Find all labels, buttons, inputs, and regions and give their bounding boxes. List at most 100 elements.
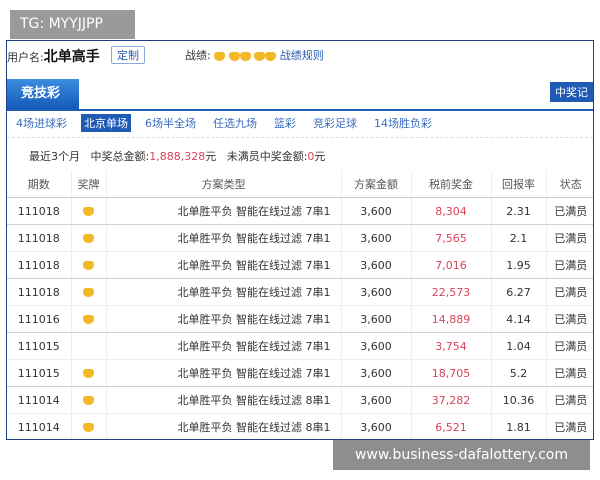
- rules-link[interactable]: 战绩规则: [279, 49, 324, 62]
- record-label: 战绩:: [185, 49, 211, 62]
- return-cell: 1.81: [490, 413, 546, 439]
- prize-cell: 37,282: [410, 386, 491, 414]
- amount-cell: 3,600: [340, 251, 411, 279]
- medal-cell: [70, 359, 106, 387]
- prize-cell: 22,573: [410, 278, 491, 306]
- issue-cell: 111015: [7, 332, 71, 360]
- records-table: 期数 奖牌 方案类型 方案金额 税前奖金 回报率 状态 111018 北单胜平负 智能在线过滤…: [7, 171, 593, 439]
- win-record-button[interactable]: 中奖记: [550, 82, 593, 102]
- issue-cell: 111018: [7, 197, 71, 225]
- medal-icon: [228, 51, 240, 61]
- table-row[interactable]: 111018 北单胜平负 智能在线过滤 7串1 3,600 7,565 2.1 已满员: [7, 224, 593, 252]
- medal-cell: [70, 224, 106, 252]
- lottery-type-5[interactable]: 竞彩足球: [313, 117, 357, 130]
- lottery-type-4[interactable]: 篮彩: [274, 117, 296, 130]
- type-cell: 北单胜平负 智能在线过滤 7串1: [105, 359, 341, 387]
- medal-cell: [70, 251, 106, 279]
- type-cell: 北单胜平负 智能在线过滤 7串1: [105, 251, 341, 279]
- amount-cell: 3,600: [340, 197, 411, 225]
- return-cell: 1.04: [490, 332, 546, 360]
- unfilled-value: 0: [307, 150, 315, 163]
- table-row[interactable]: 111015 北单胜平负 智能在线过滤 7串1 3,600 3,754 1.04 已满员: [7, 332, 593, 360]
- issue-cell: 111018: [7, 278, 71, 306]
- medal-cell: [70, 305, 106, 333]
- return-cell: 5.2: [490, 359, 546, 387]
- column-header[interactable]: 回报率: [490, 171, 546, 198]
- lottery-type-0[interactable]: 4场进球彩: [16, 117, 67, 130]
- medal-icon: [214, 51, 226, 61]
- total-label: 中奖总金额:: [90, 150, 150, 163]
- user-info: 用户名:北单高手: [7, 46, 100, 66]
- tab-sports-lottery[interactable]: 竞技彩: [7, 79, 79, 109]
- table-row[interactable]: 111018 北单胜平负 智能在线过滤 7串1 3,600 8,304 2.31 已满员: [7, 197, 593, 225]
- medal-icon: [83, 396, 94, 405]
- table-row[interactable]: 111018 北单胜平负 智能在线过滤 7串1 3,600 7,016 1.95 已满员: [7, 251, 593, 279]
- prize-cell: 6,521: [410, 413, 491, 439]
- type-cell: 北单胜平负 智能在线过滤 7串1: [105, 224, 341, 252]
- amount-cell: 3,600: [340, 224, 411, 252]
- amount-cell: 3,600: [340, 305, 411, 333]
- medal-icon: [83, 234, 94, 243]
- medal-icon: [83, 261, 94, 270]
- medal-icon: [83, 369, 94, 378]
- column-header[interactable]: 方案金额: [340, 171, 411, 198]
- issue-cell: 111016: [7, 305, 71, 333]
- type-cell: 北单胜平负 智能在线过滤 7串1: [105, 332, 341, 360]
- table-row[interactable]: 111014 北单胜平负 智能在线过滤 8串1 3,600 6,521 1.81 已满员: [7, 413, 593, 439]
- column-header[interactable]: 方案类型: [105, 171, 341, 198]
- medal-cell: [70, 413, 106, 439]
- status-cell: 已满员: [545, 224, 593, 252]
- amount-cell: 3,600: [340, 332, 411, 360]
- lottery-type-3[interactable]: 任选九场: [213, 117, 257, 130]
- table-row[interactable]: 111014 北单胜平负 智能在线过滤 8串1 3,600 37,282 10.36 已满…: [7, 386, 593, 414]
- issue-cell: 111018: [7, 251, 71, 279]
- user-name: 北单高手: [43, 49, 100, 65]
- unfilled-label: 未满员中奖金额:: [226, 150, 308, 163]
- medal-icon: [239, 51, 251, 61]
- user-label: 用户名:: [7, 51, 44, 64]
- amount-cell: 3,600: [340, 413, 411, 439]
- total-unit: 元: [205, 150, 217, 163]
- table-row[interactable]: 111015 北单胜平负 智能在线过滤 7串1 3,600 18,705 5.2 已满员: [7, 359, 593, 387]
- status-cell: 已满员: [545, 197, 593, 225]
- tab-bar: 竞技彩 中奖记: [7, 79, 593, 111]
- custom-button[interactable]: 定制: [111, 46, 145, 64]
- status-cell: 已满员: [545, 386, 593, 414]
- issue-cell: 111014: [7, 413, 71, 439]
- prize-cell: 8,304: [410, 197, 491, 225]
- issue-cell: 111018: [7, 224, 71, 252]
- type-cell: 北单胜平负 智能在线过滤 7串1: [105, 197, 341, 225]
- prize-cell: 7,016: [410, 251, 491, 279]
- amount-cell: 3,600: [340, 359, 411, 387]
- prize-cell: 3,754: [410, 332, 491, 360]
- column-header[interactable]: 奖牌: [70, 171, 106, 198]
- medal-icon: [83, 207, 94, 216]
- table-row[interactable]: 111016 北单胜平负 智能在线过滤 7串1 3,600 14,889 4.14 已满员: [7, 305, 593, 333]
- column-header[interactable]: 税前奖金: [410, 171, 491, 198]
- status-cell: 已满员: [545, 278, 593, 306]
- column-header[interactable]: 期数: [7, 171, 71, 198]
- return-cell: 1.95: [490, 251, 546, 279]
- return-cell: 4.14: [490, 305, 546, 333]
- prize-cell: 7,565: [410, 224, 491, 252]
- return-cell: 10.36: [490, 386, 546, 414]
- amount-cell: 3,600: [340, 386, 411, 414]
- unfilled-unit: 元: [314, 150, 326, 163]
- column-header[interactable]: 状态: [545, 171, 593, 198]
- type-cell: 北单胜平负 智能在线过滤 8串1: [105, 386, 341, 414]
- return-cell: 2.31: [490, 197, 546, 225]
- lottery-type-6[interactable]: 14场胜负彩: [374, 117, 432, 130]
- table-row[interactable]: 111018 北单胜平负 智能在线过滤 7串1 3,600 22,573 6.27 已满员: [7, 278, 593, 306]
- medal-cell: [70, 197, 106, 225]
- total-value: 1,888,328: [149, 150, 206, 163]
- issue-cell: 111015: [7, 359, 71, 387]
- medal-icon: [83, 315, 94, 324]
- period: 最近3个月: [29, 150, 80, 163]
- lottery-type-2[interactable]: 6场半全场: [145, 117, 196, 130]
- amount-cell: 3,600: [340, 278, 411, 306]
- watermark-bottom: www.business-dafalottery.com: [333, 440, 590, 470]
- type-cell: 北单胜平负 智能在线过滤 8串1: [105, 413, 341, 439]
- return-cell: 6.27: [490, 278, 546, 306]
- lottery-type-1[interactable]: 北京单场: [81, 114, 131, 132]
- medal-cell: [70, 386, 106, 414]
